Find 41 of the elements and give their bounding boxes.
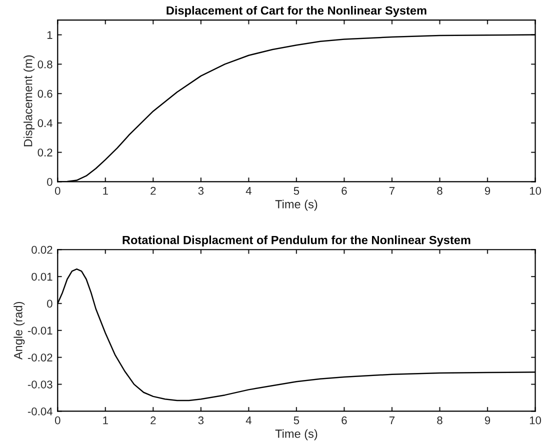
x-tick-label: 6	[342, 416, 347, 424]
x-tick-label: 7	[389, 416, 395, 424]
chart-title: Displacement of Cart for the Nonlinear System	[166, 6, 426, 18]
x-tick-label: 6	[342, 186, 347, 195]
x-tick-label: 8	[437, 416, 442, 424]
x-tick-label: 9	[484, 186, 490, 195]
x-tick-label: 10	[530, 186, 542, 195]
x-tick-label: 1	[103, 187, 108, 195]
x-tick-label: 0	[54, 416, 60, 424]
x-tick-label: 9	[484, 416, 490, 424]
x-tick-label: 1	[103, 416, 108, 424]
y-axis-title: Displacement (m)	[24, 55, 35, 146]
y-tick-label: -0.04	[28, 408, 52, 416]
y-tick-label: 0.6	[38, 90, 52, 98]
x-tick-label: 5	[294, 187, 300, 195]
y-tick-label: -0.02	[28, 354, 52, 362]
y-tick-label: 0.2	[38, 148, 52, 156]
x-tick-label: 3	[198, 186, 204, 195]
x-tick-label: 4	[246, 416, 252, 424]
y-tick-label: 0	[47, 178, 52, 186]
y-tick-label: 0.02	[32, 246, 52, 254]
x-axis-title: Time (s)	[275, 429, 318, 440]
x-axis-title: Time (s)	[275, 200, 318, 211]
y-axis-title: Angle (rad)	[14, 302, 25, 360]
x-tick-label: 8	[437, 186, 442, 195]
y-tick-label: 1	[47, 31, 52, 39]
y-tick-label: 0.01	[32, 272, 52, 281]
chart-title: Rotational Displacment of Pendulum for the Nonlinear System	[122, 236, 470, 247]
x-tick-label: 7	[389, 187, 395, 195]
x-tick-label: 0	[54, 186, 60, 195]
x-tick-label: 4	[246, 187, 252, 195]
x-tick-label: 2	[150, 416, 156, 424]
x-tick-label: 10	[530, 416, 542, 424]
x-tick-label: 2	[150, 186, 156, 195]
x-tick-label: 3	[198, 416, 204, 424]
y-tick-label: 0.8	[38, 60, 52, 68]
x-tick-label: 5	[294, 416, 300, 424]
y-tick-label: 0	[47, 300, 52, 308]
y-tick-label: 0.4	[38, 119, 52, 128]
y-tick-label: -0.01	[28, 326, 52, 335]
y-tick-label: -0.03	[28, 380, 52, 388]
